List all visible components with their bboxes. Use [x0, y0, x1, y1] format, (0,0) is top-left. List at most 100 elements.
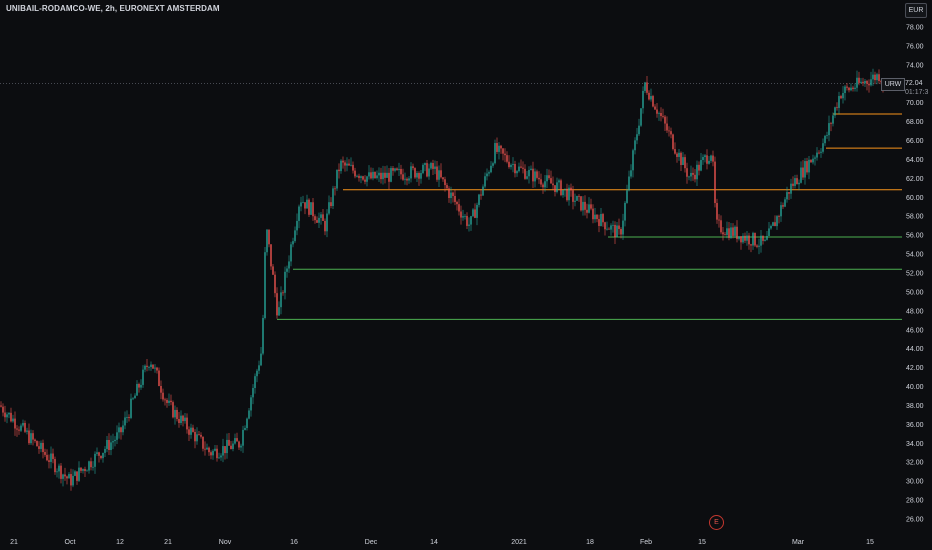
candle-body — [524, 168, 526, 179]
candle-body — [638, 125, 640, 135]
candle-body — [214, 448, 216, 451]
candle-body — [312, 202, 314, 217]
candle-body — [326, 213, 328, 232]
candle-body — [742, 235, 744, 243]
y-tick-label: 44.00 — [906, 346, 924, 353]
candle-body — [630, 170, 632, 177]
candle-body — [258, 365, 260, 371]
candle-body — [364, 179, 366, 182]
candle-body — [878, 74, 880, 82]
candle-body — [18, 429, 20, 431]
candle-body — [856, 77, 858, 88]
candle-body — [306, 199, 308, 209]
candle-body — [594, 214, 596, 220]
candle-body — [828, 123, 830, 136]
candle-body — [694, 174, 696, 180]
candle-body — [86, 470, 88, 472]
y-tick-label: 56.00 — [906, 233, 924, 240]
candle-body — [238, 441, 240, 448]
candle-body — [610, 225, 612, 230]
candle-body — [792, 183, 794, 186]
candle-body — [802, 167, 804, 178]
candle-body — [212, 450, 214, 456]
candle-body — [770, 225, 772, 229]
candle-body — [80, 467, 82, 471]
candle-body — [256, 370, 258, 377]
candle-body — [362, 176, 364, 180]
candle-body — [416, 173, 418, 178]
candle-body — [16, 428, 18, 430]
candle-body — [244, 428, 246, 430]
candle-body — [104, 448, 106, 453]
candle-body — [616, 225, 618, 238]
candle-body — [844, 86, 846, 94]
y-tick-label: 26.00 — [906, 517, 924, 524]
earnings-marker-icon[interactable]: E — [709, 515, 724, 530]
y-tick-label: 76.00 — [906, 43, 924, 50]
candle-body — [500, 145, 502, 149]
candle-body — [74, 471, 76, 476]
candle-body — [516, 171, 518, 174]
candle-body — [496, 143, 498, 152]
candle-body — [674, 149, 676, 154]
candle-body — [784, 199, 786, 207]
candle-body — [198, 434, 200, 436]
candle-body — [774, 222, 776, 227]
candle-body — [544, 181, 546, 188]
candle-body — [476, 204, 478, 218]
y-tick-label: 34.00 — [906, 441, 924, 448]
candle-body — [806, 161, 808, 173]
candle-body — [228, 439, 230, 446]
candle-body — [288, 261, 290, 269]
candle-body — [284, 271, 286, 293]
candle-body — [84, 469, 86, 472]
candle-body — [358, 175, 360, 178]
candle-body — [612, 224, 614, 226]
candle-body — [556, 182, 558, 192]
candle-body — [586, 209, 588, 213]
y-tick-label: 62.00 — [906, 176, 924, 183]
time-axis: 21 Oct 12 21 Nov 16 Dec 14 2021 18 Feb 15 Mar 15 — [10, 539, 874, 546]
candle-body — [672, 134, 674, 150]
bar-countdown: 01:17:3 — [905, 88, 932, 98]
candle-body — [846, 86, 848, 88]
candle-body — [854, 87, 856, 89]
symbol-price-tag: URW — [881, 78, 905, 91]
candle-body — [12, 418, 14, 422]
candle-body — [4, 412, 6, 418]
candle-body — [250, 397, 252, 411]
candle-body — [234, 438, 236, 444]
candle-body — [154, 367, 156, 369]
candle-body — [504, 153, 506, 156]
candle-body — [486, 173, 488, 177]
candle-body — [872, 74, 874, 80]
candle-body — [614, 224, 616, 238]
candle-body — [218, 457, 220, 459]
candle-body — [510, 164, 512, 168]
currency-button[interactable]: EUR — [905, 3, 927, 18]
candle-body — [342, 160, 344, 163]
candle-body — [462, 216, 464, 218]
candle-body — [756, 245, 758, 247]
candle-body — [660, 112, 662, 117]
candle-body — [484, 176, 486, 187]
candle-series — [0, 68, 884, 491]
x-tick-label: 15 — [866, 539, 874, 546]
candle-body — [446, 185, 448, 189]
y-tick-label: 52.00 — [906, 271, 924, 278]
candle-body — [822, 143, 824, 152]
candle-body — [268, 229, 270, 245]
candle-body — [60, 465, 62, 479]
candle-body — [698, 164, 700, 171]
candle-body — [830, 123, 832, 124]
candle-body — [316, 220, 318, 223]
candle-body — [776, 216, 778, 227]
candle-body — [162, 392, 164, 400]
candle-body — [574, 200, 576, 202]
candle-body — [2, 406, 4, 413]
candle-body — [206, 447, 208, 450]
candle-body — [220, 455, 222, 458]
candle-body — [270, 244, 272, 267]
